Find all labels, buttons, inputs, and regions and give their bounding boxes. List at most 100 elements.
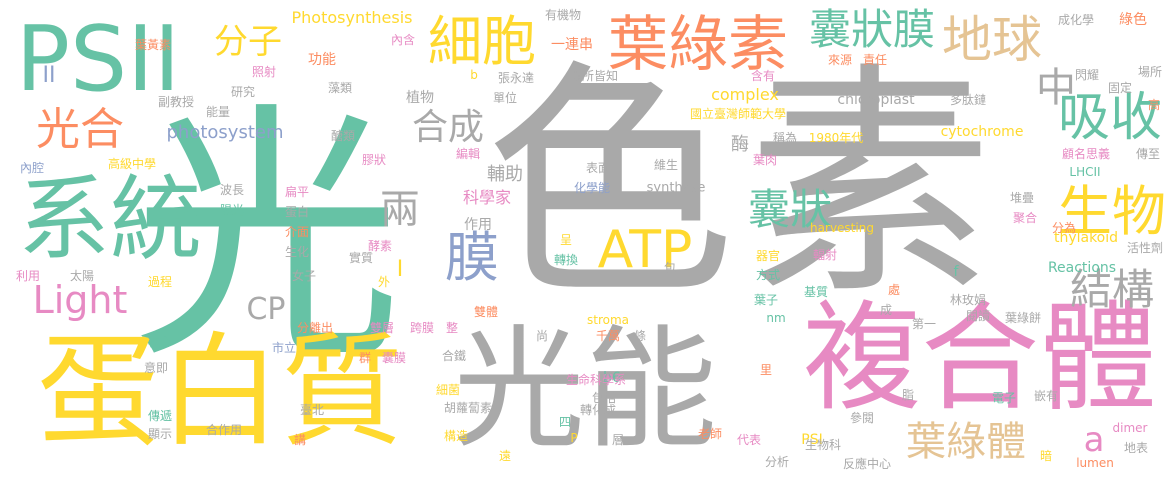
- word-cloud-word: PSI: [801, 432, 823, 448]
- word-cloud-word: 輻射: [812, 248, 838, 262]
- word-cloud-word: 功能: [308, 52, 336, 68]
- word-cloud-word: 固定: [1107, 81, 1133, 95]
- word-cloud-word: 細菌: [435, 383, 461, 397]
- word-cloud-word: 電子: [991, 391, 1017, 405]
- word-cloud-word: cytochrome: [940, 124, 1024, 140]
- word-cloud-word: 成化學: [1057, 13, 1095, 27]
- word-cloud-word: 囊膜: [381, 351, 407, 365]
- word-cloud-word: 色: [485, 39, 735, 330]
- word-cloud-word: 酵素: [367, 239, 393, 253]
- word-cloud-word: 照射: [251, 65, 277, 79]
- word-cloud-word: 表面: [585, 161, 611, 175]
- word-cloud-word: 過程: [147, 275, 173, 289]
- word-cloud-word: 葉綠素: [608, 10, 788, 80]
- word-cloud-word: 膜: [445, 226, 499, 289]
- word-cloud-word: CP: [246, 292, 286, 327]
- word-cloud-word: harvesting: [810, 221, 874, 235]
- word-cloud-word: nm: [766, 311, 786, 325]
- word-cloud-word: 實質: [348, 251, 374, 265]
- word-cloud-word: 器官: [755, 249, 781, 263]
- word-cloud-word: 扁平: [284, 185, 310, 199]
- word-cloud-word: 呈: [559, 233, 573, 247]
- word-cloud-word: 稱為: [772, 131, 798, 145]
- word-cloud-word: Photosynthesis: [291, 8, 413, 27]
- word-cloud-word: 光能: [453, 313, 717, 467]
- word-cloud-word: 張永達: [497, 71, 535, 85]
- word-cloud-word: 植物: [406, 90, 434, 106]
- word-cloud-word: 兩: [380, 187, 420, 233]
- word-cloud-word: 吸收: [1057, 88, 1163, 148]
- word-cloud-word: 遠: [498, 449, 512, 463]
- word-cloud-word: 葉子: [753, 293, 779, 307]
- word-cloud-word: 反應中心: [842, 457, 892, 471]
- word-cloud-word: 1980年代: [808, 131, 864, 145]
- word-cloud-word: 分為: [1051, 221, 1077, 235]
- word-cloud-word: 輔助: [487, 164, 523, 185]
- word-cloud-word: 太陽: [69, 269, 95, 283]
- word-cloud-word: 介面: [284, 225, 310, 239]
- word-cloud-word: 化學能: [573, 181, 611, 195]
- word-cloud-word: 市立: [271, 341, 297, 355]
- word-cloud-word: 里: [759, 363, 773, 377]
- word-cloud-word: 生化: [284, 245, 310, 259]
- word-cloud-word: 陽光: [219, 203, 245, 217]
- word-cloud-word: 利用: [15, 269, 41, 283]
- word-cloud-word: 閃耀: [1074, 68, 1100, 82]
- word-cloud-word: 葉綠體: [906, 419, 1026, 465]
- word-cloud-word: I: [396, 257, 404, 282]
- word-cloud-word: 基質: [803, 285, 829, 299]
- word-cloud-word: 研究: [230, 85, 256, 99]
- word-cloud-word: 代表: [736, 433, 762, 447]
- word-cloud-word: chloroplast: [837, 92, 915, 108]
- word-cloud-word: 臺北: [299, 403, 325, 417]
- word-cloud-word: 意即: [143, 361, 169, 375]
- word-cloud-word: 副教授: [157, 95, 195, 109]
- word-cloud-word: 複合體: [802, 289, 1158, 427]
- word-cloud-word: 分析: [764, 455, 790, 469]
- word-cloud-word: 合鐵: [441, 349, 467, 363]
- word-cloud-word: 國立臺灣師範大學: [689, 107, 787, 121]
- word-cloud-word: 跨膜: [409, 321, 435, 335]
- word-cloud-word: 女子: [291, 269, 317, 283]
- word-cloud-word: 內腔: [19, 161, 45, 175]
- word-cloud-word: P: [570, 431, 578, 445]
- word-cloud-word: 包: [663, 261, 677, 275]
- word-cloud-word: 編輯: [455, 147, 481, 161]
- word-cloud-word: 多肽鏈: [949, 93, 987, 107]
- word-cloud-word: 合成: [411, 107, 485, 148]
- word-cloud-word: 葉黃素: [134, 38, 172, 52]
- word-cloud-word: a: [1083, 420, 1105, 460]
- word-cloud-word: 內含: [390, 33, 416, 47]
- word-cloud-word: 高級中學: [107, 157, 157, 171]
- word-cloud-word: 酶: [731, 134, 749, 155]
- word-cloud-word: 醣類: [330, 129, 356, 143]
- word-cloud-word: 雙體: [473, 305, 499, 319]
- word-cloud-word: 合作用: [205, 423, 243, 437]
- word-cloud-word: 處: [887, 283, 901, 297]
- word-cloud-word: 囊狀: [747, 185, 833, 234]
- word-cloud-word: photosystem: [166, 122, 284, 143]
- word-cloud-word: 條: [633, 329, 647, 343]
- word-cloud-word: 顧名思義: [1061, 147, 1111, 161]
- word-cloud-word: b: [470, 68, 478, 82]
- word-cloud-word: 高: [1147, 98, 1161, 112]
- word-cloud-word: 光: [132, 80, 402, 395]
- word-cloud-word: 分子: [214, 22, 282, 62]
- word-cloud-word: 地表: [1123, 441, 1149, 455]
- word-cloud-word: 結構: [1069, 265, 1155, 314]
- word-cloud-word: 嵌有: [1033, 389, 1059, 403]
- word-cloud-word: Reactions: [1047, 260, 1117, 276]
- word-cloud-word: f: [953, 264, 959, 280]
- word-cloud-word: 參閱: [849, 411, 875, 425]
- word-cloud-word: ATP: [597, 220, 693, 280]
- word-cloud-word: 囊狀膜: [808, 5, 936, 54]
- word-cloud-word: 脂: [901, 388, 915, 402]
- word-cloud-word: Light: [32, 278, 128, 322]
- word-cloud-word: 系統: [17, 166, 203, 273]
- word-cloud-word: 四: [558, 415, 572, 429]
- word-cloud-word: 有機物: [544, 8, 582, 22]
- word-cloud-word: 眾所皆知: [569, 69, 619, 83]
- word-cloud-word: complex: [711, 85, 779, 104]
- word-cloud-word: 層: [611, 433, 625, 447]
